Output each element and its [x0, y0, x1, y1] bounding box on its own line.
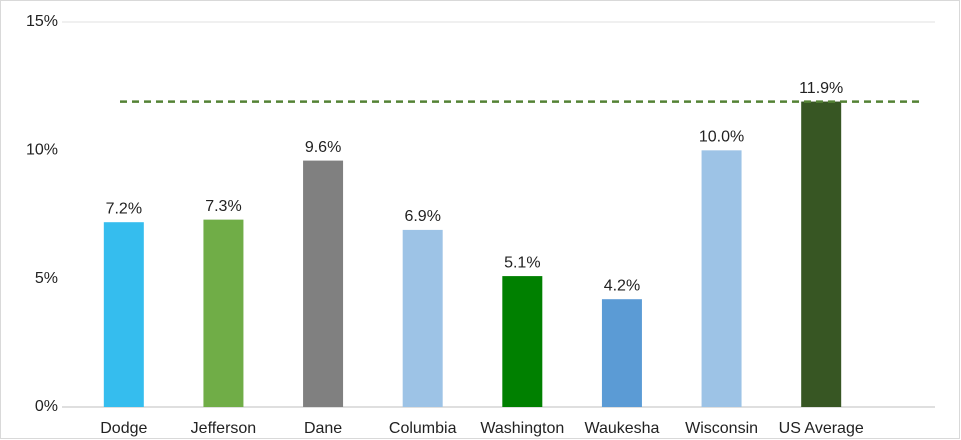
y-tick-label: 10% — [26, 142, 58, 159]
y-tick-label: 5% — [35, 270, 58, 287]
bar — [103, 222, 144, 407]
y-tick-label: 0% — [35, 398, 58, 415]
x-tick-label: Waukesha — [584, 420, 659, 437]
value-label: 7.3% — [205, 198, 241, 215]
x-tick-label: US Average — [779, 420, 864, 437]
value-label: 4.2% — [604, 277, 640, 294]
bar — [701, 150, 742, 408]
bar — [502, 276, 543, 407]
value-label: 10.0% — [699, 129, 744, 146]
y-tick-label: 15% — [26, 13, 58, 30]
bar — [801, 101, 842, 408]
x-tick-label: Washington — [480, 420, 564, 437]
value-label: 5.1% — [504, 254, 540, 271]
bar — [601, 299, 642, 407]
value-label: 11.9% — [799, 80, 843, 97]
bar — [203, 219, 244, 407]
x-tick-label: Columbia — [389, 420, 457, 437]
bar — [303, 160, 344, 407]
x-tick-label: Wisconsin — [685, 420, 758, 437]
x-tick-label: Dane — [304, 420, 342, 437]
bar — [402, 229, 443, 407]
value-label: 7.2% — [106, 200, 142, 217]
x-tick-label: Dodge — [100, 420, 147, 437]
x-tick-label: Jefferson — [191, 420, 257, 437]
value-label: 9.6% — [305, 139, 341, 156]
value-label: 6.9% — [404, 208, 440, 225]
